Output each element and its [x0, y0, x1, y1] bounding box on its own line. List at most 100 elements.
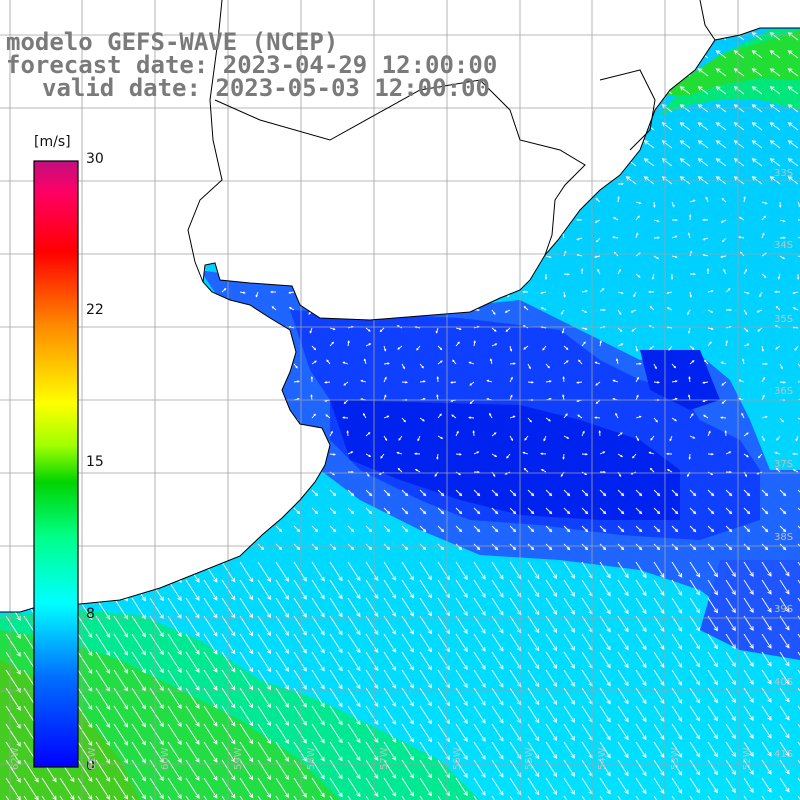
wind-arrow — [491, 196, 493, 203]
wind-arrow-head — [566, 360, 569, 363]
wind-arrow-head — [621, 128, 624, 132]
wind-arrow-head — [764, 492, 769, 497]
wind-arrow — [437, 633, 450, 652]
wind-arrow — [131, 111, 138, 114]
wind-arrow-head — [517, 772, 522, 778]
wind-arrow-head — [481, 719, 486, 724]
wind-arrow-head — [565, 413, 568, 416]
wind-arrow-head — [284, 703, 289, 708]
wind-arrow — [491, 269, 495, 275]
wind-arrow — [523, 162, 529, 167]
wind-arrow — [527, 219, 533, 222]
wind-arrow — [527, 201, 529, 208]
wind-arrow-head — [356, 648, 361, 654]
wind-arrow — [725, 651, 736, 667]
wind-arrow — [23, 201, 26, 208]
wind-arrow-head — [584, 510, 589, 515]
wind-arrow-head — [540, 163, 544, 166]
wind-arrow — [437, 291, 440, 298]
wind-arrow — [239, 759, 254, 780]
wind-arrow-head — [350, 546, 355, 551]
wind-arrow-head — [259, 438, 262, 441]
wind-arrow-head — [709, 341, 712, 344]
wind-arrow-head — [384, 438, 388, 442]
wind-arrow — [203, 165, 209, 169]
wind-arrow-head — [548, 419, 551, 422]
wind-arrow — [293, 795, 307, 800]
wind-arrow — [77, 777, 93, 800]
wind-arrow — [113, 165, 118, 170]
wind-arrow — [167, 236, 173, 239]
wind-arrow — [19, 144, 25, 149]
wind-arrow-head — [213, 631, 218, 637]
wind-arrow-head — [534, 736, 540, 742]
wind-arrow — [5, 741, 21, 765]
wind-arrow — [91, 381, 97, 386]
lat-label: 39S — [774, 604, 794, 615]
wind-arrow — [401, 759, 414, 779]
wind-arrow-head — [5, 232, 8, 235]
wind-arrow — [149, 795, 164, 800]
wind-arrow — [527, 723, 540, 741]
wind-arrow-head — [763, 215, 766, 219]
wind-arrow-head — [544, 277, 548, 280]
wind-arrow-head — [749, 680, 754, 685]
wind-arrow-head — [248, 721, 254, 727]
wind-arrow-head — [749, 590, 754, 595]
wind-arrow-head — [523, 347, 526, 350]
wind-arrow — [788, 32, 799, 41]
wind-arrow — [707, 489, 714, 496]
wind-arrow-head — [177, 668, 182, 674]
lon-label: 62W — [10, 747, 21, 770]
wind-arrow-head — [19, 162, 22, 165]
wind-arrow — [311, 435, 317, 439]
wind-arrow — [725, 633, 736, 649]
wind-arrow — [743, 759, 754, 775]
wind-arrow-head — [302, 666, 307, 672]
wind-arrow-head — [749, 572, 754, 577]
wind-arrow — [77, 741, 93, 764]
wind-arrow-head — [711, 289, 714, 293]
wind-arrow — [653, 561, 665, 578]
wind-arrow — [526, 273, 529, 279]
wind-arrow — [545, 723, 557, 741]
wind-arrow-head — [147, 277, 151, 280]
wind-arrow-head — [517, 646, 522, 652]
wind-arrow — [527, 489, 534, 496]
wind-arrow — [131, 273, 137, 278]
wind-arrow-head — [655, 419, 658, 423]
wind-arrow-head — [670, 277, 674, 280]
wind-arrow — [113, 705, 128, 728]
wind-arrow — [113, 615, 128, 638]
wind-arrow — [113, 453, 119, 457]
wind-arrow — [779, 795, 790, 800]
wind-arrow-head — [379, 329, 383, 333]
wind-arrow — [581, 489, 588, 496]
wind-arrow — [577, 75, 583, 78]
wind-arrow-head — [6, 88, 10, 92]
wind-arrow — [397, 183, 403, 186]
wind-arrow — [401, 705, 414, 725]
wind-arrow — [797, 525, 800, 532]
wind-arrow-head — [624, 591, 629, 597]
wind-arrow-head — [275, 205, 278, 208]
wind-arrow-head — [16, 706, 21, 711]
wind-arrow-head — [637, 215, 640, 218]
wind-arrow — [527, 615, 540, 633]
wind-arrow-head — [41, 114, 45, 118]
wind-arrow — [419, 236, 425, 239]
wind-arrow-head — [91, 401, 95, 405]
wind-arrow-head — [775, 467, 779, 471]
wind-arrow — [635, 615, 647, 632]
wind-arrow — [617, 669, 629, 686]
wind-arrow — [361, 217, 367, 221]
wind-arrow — [167, 255, 173, 259]
wind-arrow-head — [16, 580, 21, 585]
wind-arrow-head — [599, 340, 602, 343]
wind-arrow-head — [584, 166, 588, 169]
wind-arrow — [797, 777, 800, 792]
wind-arrow-head — [368, 329, 371, 332]
wind-arrow — [680, 140, 691, 149]
wind-arrow-head — [219, 268, 222, 272]
wind-arrow — [275, 633, 289, 654]
